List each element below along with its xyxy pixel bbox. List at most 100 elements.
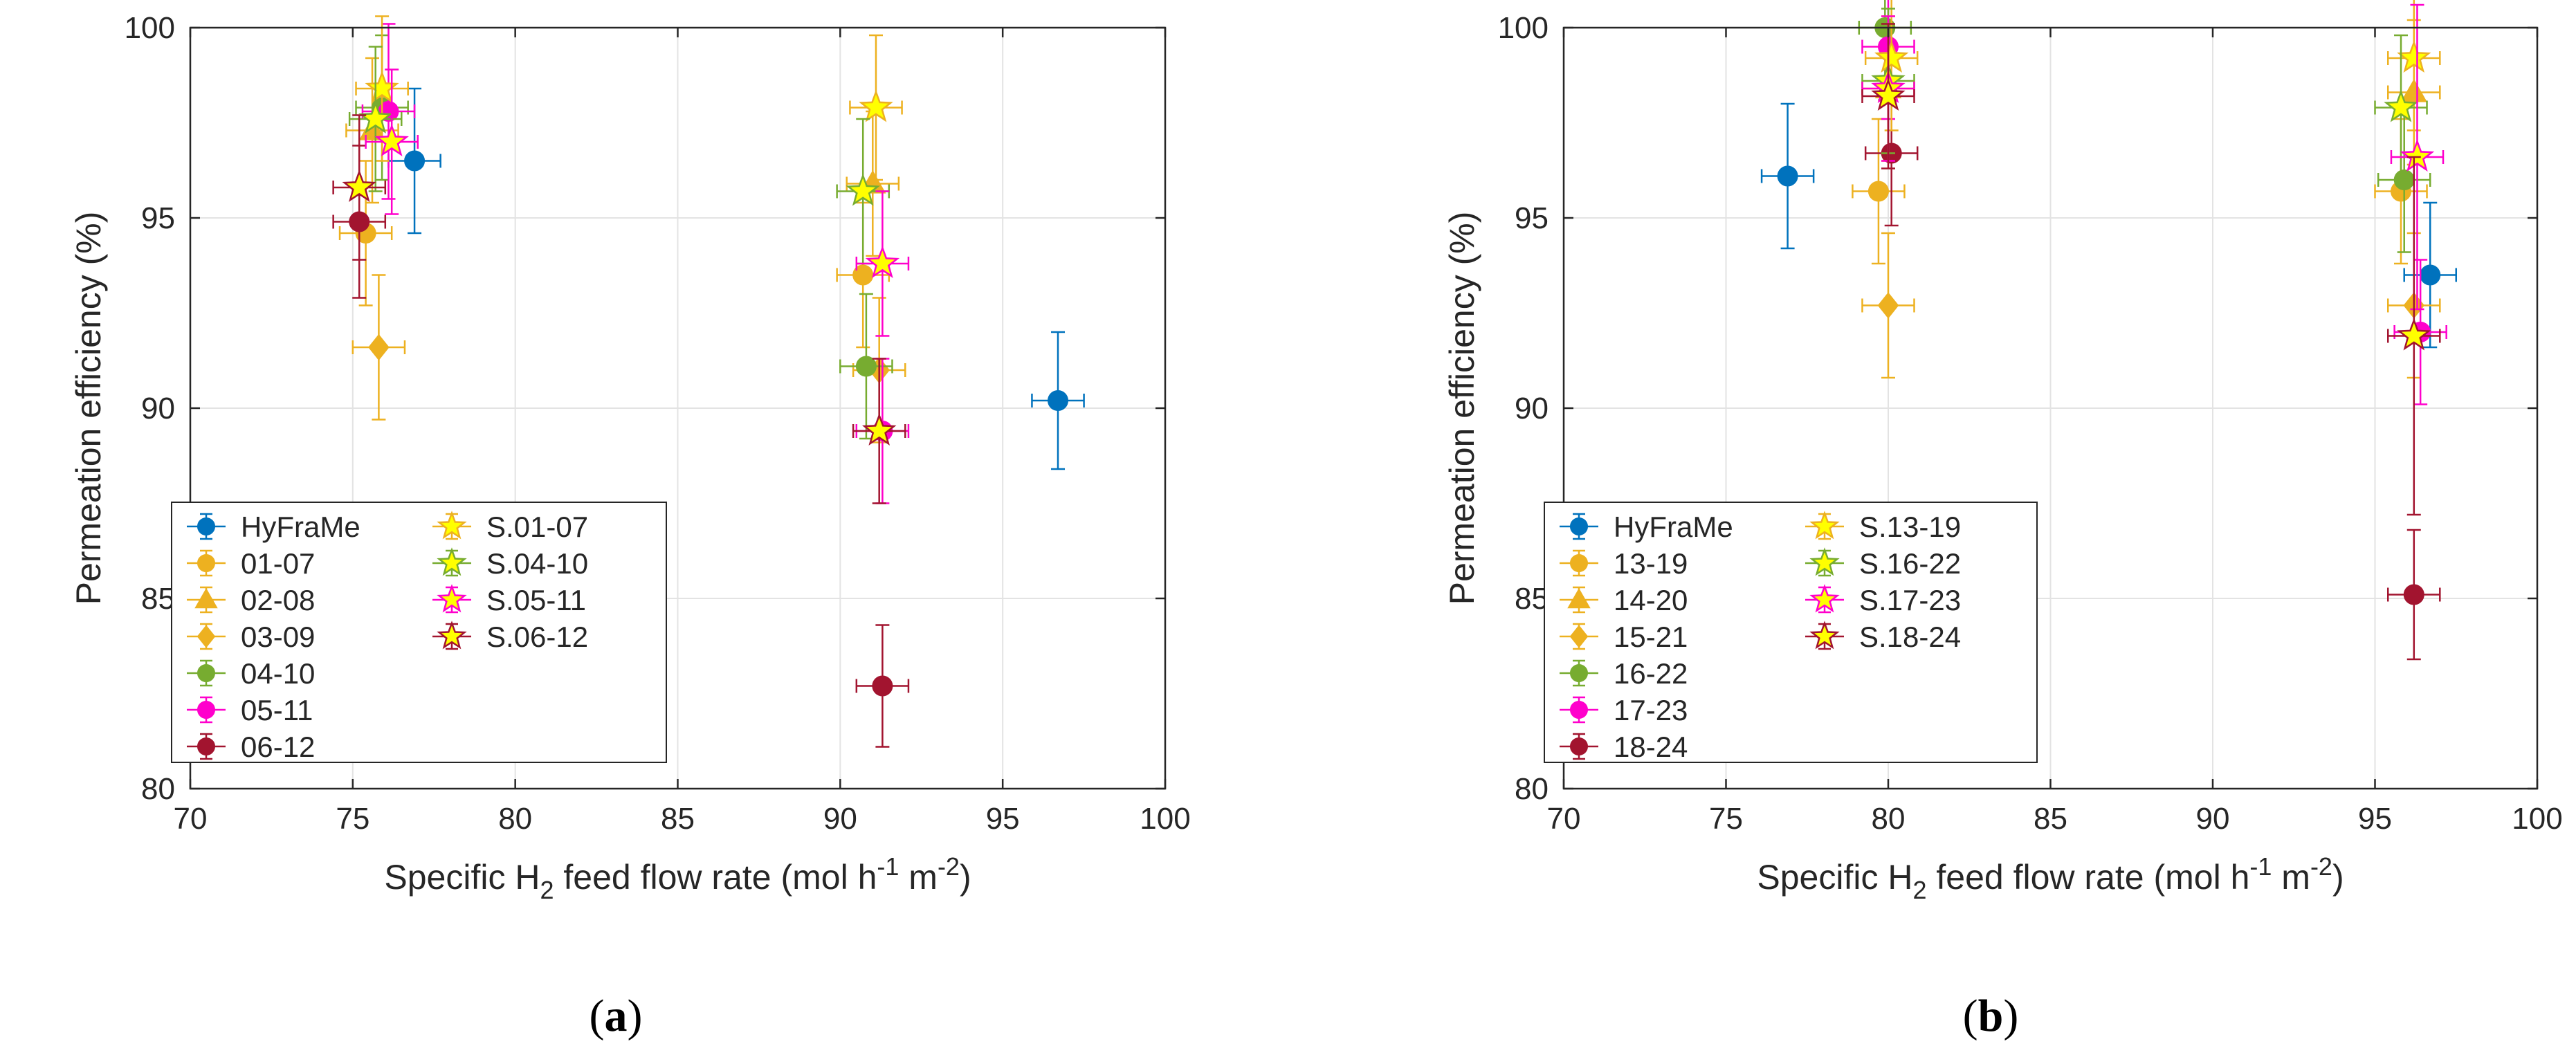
legend-marker	[197, 664, 215, 682]
data-point	[374, 124, 409, 156]
data-point	[2397, 318, 2431, 351]
data-point	[358, 101, 393, 134]
data-point	[1048, 390, 1069, 411]
data-point	[2400, 139, 2435, 172]
data-point	[342, 169, 376, 202]
legend-item: S.04-10	[432, 547, 588, 580]
legend-label: 16-22	[1614, 657, 1688, 690]
legend-marker	[197, 701, 215, 719]
legend-marker	[1570, 701, 1588, 719]
chart-panel-a: 70 75 80 85 90 95 100 80 85 90 95 100 Specific H2 fe…	[69, 11, 1191, 1041]
legend-label: 13-19	[1614, 547, 1688, 580]
legend: HyFraMe 01-07 02-08 03-09 04-10 05-11 06-12 S.0…	[171, 502, 667, 763]
y-tick-label: 100	[1498, 11, 1549, 45]
data-point	[846, 173, 880, 206]
legend-marker	[1809, 584, 1840, 613]
legend-label: 05-11	[241, 694, 313, 726]
legend-item: 16-22	[1560, 657, 1688, 690]
legend-label: S.18-24	[1859, 621, 1961, 653]
y-axis-label: Permeation efficiency (%)	[1443, 212, 1481, 605]
y-tick-label: 80	[141, 772, 175, 806]
data-point	[1877, 292, 1899, 319]
data-point	[1871, 78, 1906, 111]
legend-item: HyFraMe	[1560, 511, 1733, 543]
legend-item: 17-23	[1560, 694, 1688, 726]
legend-marker	[1567, 587, 1591, 609]
series-S.06-12	[332, 114, 906, 504]
legend-marker	[437, 584, 467, 613]
data-point	[852, 264, 874, 286]
series-HyFraMe	[1760, 102, 2457, 349]
legend-marker	[1570, 517, 1588, 535]
legend-marker	[437, 547, 467, 576]
legend-item: 04-10	[187, 657, 315, 690]
legend-item: 06-12	[187, 731, 315, 763]
data-point	[2384, 89, 2418, 122]
legend-label: 14-20	[1614, 584, 1688, 616]
legend-item: S.16-22	[1805, 547, 1961, 580]
legend-item: S.05-11	[432, 584, 586, 616]
legend-marker	[197, 625, 216, 648]
legend-marker	[1570, 554, 1588, 572]
legend-item: 13-19	[1560, 547, 1688, 580]
y-tick-label: 85	[1515, 582, 1549, 616]
legend-item: 03-09	[187, 621, 315, 653]
legend-marker	[1809, 547, 1840, 576]
y-tick-label: 100	[125, 11, 175, 45]
x-tick-label: 100	[2512, 802, 2562, 836]
x-tick-label: 70	[174, 802, 208, 836]
ticks: 70 75 80 85 90 95 100 80 85 90 95 100	[125, 11, 1191, 836]
data-point	[358, 116, 386, 140]
data-point	[368, 333, 390, 361]
chart-panel-b: 70 75 80 85 90 95 100 80 85 90 95 100 Specific H2 fe…	[1443, 0, 2563, 1041]
legend-item: S.13-19	[1805, 511, 1961, 543]
legend-item: HyFraMe	[187, 511, 360, 543]
legend-marker	[1809, 621, 1840, 650]
series-S.13-19	[1864, 0, 2441, 131]
legend-box	[171, 502, 667, 763]
legend-label: S.06-12	[486, 621, 588, 653]
legend-marker	[197, 554, 215, 572]
legend-label: 01-07	[241, 547, 315, 580]
panel-caption: (a)	[590, 991, 643, 1041]
data-point	[872, 675, 893, 697]
legend-marker	[1570, 664, 1588, 682]
x-axis-label: Specific H2 feed flow rate (mol h-1 m-2)	[1757, 852, 2344, 904]
panel-caption: (b)	[1963, 991, 2019, 1041]
legend-item: 18-24	[1560, 731, 1688, 763]
x-tick-label: 85	[661, 802, 695, 836]
legend-item: 02-08	[187, 584, 315, 616]
legend-marker	[1809, 511, 1840, 540]
legend-marker	[197, 737, 215, 755]
data-point	[404, 150, 426, 172]
legend: HyFraMe 13-19 14-20 15-21 16-22 17-23 18-24 S.1…	[1544, 502, 2038, 763]
data-point	[1867, 181, 1889, 202]
legend-marker	[194, 587, 218, 609]
legend-marker	[437, 511, 467, 540]
legend-item: S.17-23	[1805, 584, 1961, 616]
y-tick-label: 80	[1515, 772, 1549, 806]
legend-item: 05-11	[187, 694, 313, 726]
legend-label: 17-23	[1614, 694, 1688, 726]
legend-marker	[197, 517, 215, 535]
data-point	[2403, 584, 2424, 605]
legend-label: S.17-23	[1859, 584, 1961, 616]
legend-item: 15-21	[1560, 621, 1688, 653]
legend-box	[1544, 502, 2038, 763]
x-tick-label: 90	[823, 802, 857, 836]
x-tick-label: 95	[986, 802, 1020, 836]
series-S.05-11	[365, 68, 910, 337]
legend-marker	[437, 621, 467, 650]
y-tick-label: 85	[141, 582, 175, 616]
y-tick-label: 95	[1515, 201, 1549, 235]
ticks: 70 75 80 85 90 95 100 80 85 90 95 100	[1498, 11, 2563, 836]
legend-marker	[1570, 737, 1588, 755]
legend-item: S.06-12	[432, 621, 588, 653]
x-tick-label: 70	[1547, 802, 1581, 836]
legend-label: HyFraMe	[241, 511, 360, 543]
x-tick-label: 90	[2196, 802, 2230, 836]
x-axis-label: Specific H2 feed flow rate (mol h-1 m-2)	[384, 852, 971, 904]
data-point	[865, 246, 900, 278]
y-axis-label: Permeation efficiency (%)	[69, 212, 108, 605]
